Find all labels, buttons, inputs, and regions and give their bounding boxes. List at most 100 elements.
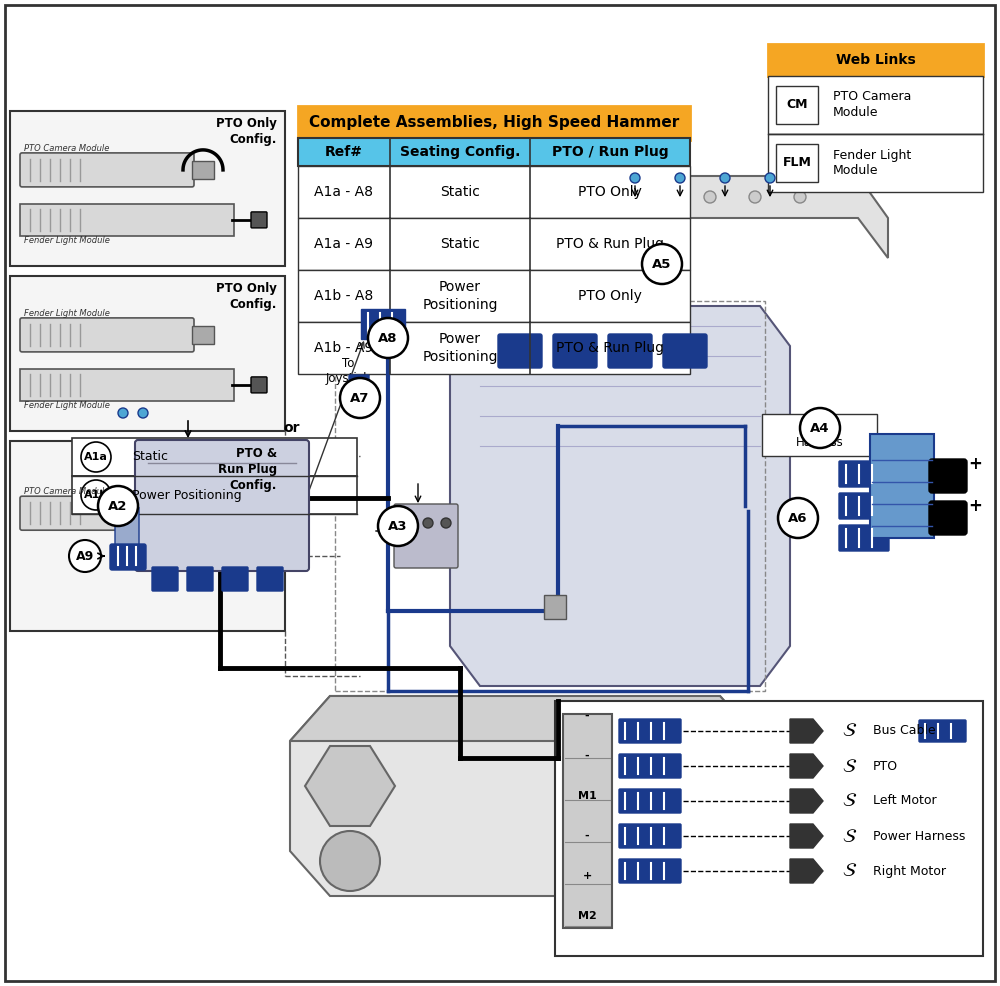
Text: A8: A8 — [378, 331, 398, 344]
Text: $\mathcal{S}$: $\mathcal{S}$ — [842, 792, 858, 810]
Text: or: or — [284, 421, 300, 435]
Text: A1a - A9: A1a - A9 — [314, 237, 374, 251]
Text: +: + — [968, 455, 982, 473]
Text: PTO Only
Config.: PTO Only Config. — [216, 117, 277, 146]
Text: PTO & Run Plug: PTO & Run Plug — [556, 341, 664, 355]
Circle shape — [800, 408, 840, 448]
Text: PTO Only
Config.: PTO Only Config. — [216, 282, 277, 311]
Polygon shape — [575, 176, 888, 258]
Text: $\mathcal{S}$: $\mathcal{S}$ — [842, 862, 858, 880]
FancyBboxPatch shape — [619, 719, 681, 743]
FancyBboxPatch shape — [929, 459, 967, 493]
FancyBboxPatch shape — [192, 504, 214, 523]
FancyBboxPatch shape — [10, 276, 285, 431]
Text: PTO Only: PTO Only — [578, 289, 642, 303]
Circle shape — [749, 191, 761, 203]
Text: CM: CM — [786, 99, 808, 111]
FancyBboxPatch shape — [563, 714, 612, 928]
Circle shape — [98, 486, 138, 526]
Circle shape — [69, 540, 101, 572]
FancyBboxPatch shape — [135, 440, 309, 571]
FancyBboxPatch shape — [839, 461, 889, 487]
FancyBboxPatch shape — [839, 525, 889, 551]
Polygon shape — [305, 746, 395, 826]
Polygon shape — [790, 789, 823, 813]
Text: PTO &
Run Plug
Config.: PTO & Run Plug Config. — [218, 447, 277, 492]
Text: Seating Config.: Seating Config. — [400, 145, 520, 159]
FancyBboxPatch shape — [222, 567, 248, 591]
FancyBboxPatch shape — [768, 44, 983, 76]
Text: -: - — [585, 711, 589, 721]
Circle shape — [765, 173, 775, 183]
Text: Fender Light Module: Fender Light Module — [24, 309, 110, 317]
Circle shape — [320, 831, 380, 891]
Text: PTO Camera
Module: PTO Camera Module — [833, 91, 911, 119]
Text: A6: A6 — [788, 512, 808, 525]
Text: +: + — [582, 871, 592, 881]
FancyBboxPatch shape — [839, 493, 889, 519]
Text: Fender Light Module: Fender Light Module — [24, 401, 110, 410]
FancyBboxPatch shape — [555, 701, 983, 956]
FancyBboxPatch shape — [298, 322, 690, 374]
FancyBboxPatch shape — [251, 377, 267, 392]
FancyBboxPatch shape — [20, 153, 194, 187]
Circle shape — [704, 191, 716, 203]
Polygon shape — [790, 859, 823, 883]
Text: A9: A9 — [76, 549, 94, 562]
FancyBboxPatch shape — [192, 326, 214, 344]
FancyBboxPatch shape — [361, 309, 405, 339]
Text: Right Motor: Right Motor — [873, 865, 946, 878]
Text: Web Links: Web Links — [836, 53, 915, 67]
FancyBboxPatch shape — [544, 595, 566, 619]
FancyBboxPatch shape — [115, 507, 139, 549]
Text: A1b - A8: A1b - A8 — [314, 289, 374, 303]
Circle shape — [378, 506, 418, 546]
Text: A1a - A8: A1a - A8 — [314, 185, 374, 199]
Text: A7: A7 — [350, 391, 370, 404]
FancyBboxPatch shape — [619, 824, 681, 848]
FancyBboxPatch shape — [298, 166, 690, 218]
Text: PTO / Run Plug: PTO / Run Plug — [552, 145, 668, 159]
Text: A1a: A1a — [84, 452, 108, 462]
Text: Fender Light Module: Fender Light Module — [24, 236, 110, 245]
Text: M1: M1 — [578, 791, 596, 801]
Circle shape — [138, 408, 148, 418]
Text: Left Motor: Left Motor — [873, 795, 937, 808]
Circle shape — [778, 498, 818, 538]
FancyBboxPatch shape — [20, 317, 194, 352]
Text: M2: M2 — [578, 911, 596, 921]
Polygon shape — [290, 696, 760, 896]
FancyBboxPatch shape — [768, 76, 983, 134]
Circle shape — [423, 518, 433, 528]
FancyBboxPatch shape — [110, 544, 146, 570]
FancyBboxPatch shape — [298, 138, 690, 166]
FancyBboxPatch shape — [20, 496, 194, 530]
FancyBboxPatch shape — [192, 161, 214, 178]
Circle shape — [368, 318, 408, 358]
FancyBboxPatch shape — [20, 369, 234, 401]
FancyBboxPatch shape — [919, 720, 966, 742]
Circle shape — [614, 191, 626, 203]
FancyBboxPatch shape — [619, 859, 681, 883]
Text: PTO Camera Module: PTO Camera Module — [24, 487, 109, 496]
Text: $\mathcal{S}$: $\mathcal{S}$ — [842, 756, 858, 776]
Text: Ref#: Ref# — [325, 145, 363, 159]
FancyBboxPatch shape — [72, 438, 357, 476]
Text: -: - — [585, 831, 589, 841]
FancyBboxPatch shape — [776, 86, 818, 124]
Text: Bus Cable: Bus Cable — [873, 725, 936, 738]
FancyBboxPatch shape — [298, 270, 690, 322]
Circle shape — [659, 191, 671, 203]
FancyBboxPatch shape — [251, 212, 267, 228]
Circle shape — [720, 173, 730, 183]
Text: Power Harness: Power Harness — [873, 829, 965, 842]
Text: Fender Light
Module: Fender Light Module — [833, 149, 911, 177]
Circle shape — [630, 173, 640, 183]
Circle shape — [441, 518, 451, 528]
Circle shape — [118, 408, 128, 418]
Text: Static: Static — [440, 237, 480, 251]
FancyBboxPatch shape — [10, 441, 285, 631]
Text: Power
Harness: Power Harness — [796, 420, 844, 450]
Text: -: - — [585, 751, 589, 761]
Circle shape — [794, 191, 806, 203]
